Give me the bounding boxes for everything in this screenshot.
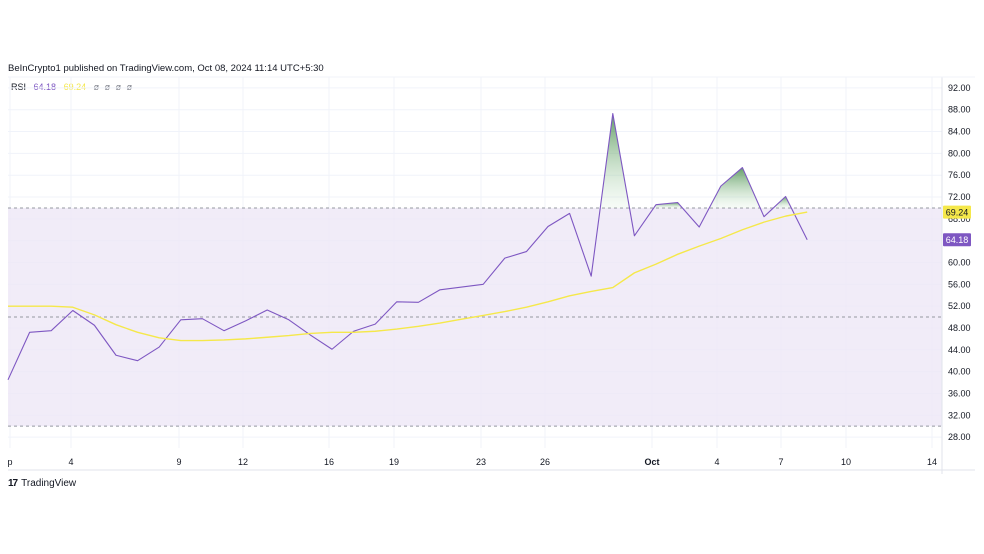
x-tick-label: 10 — [841, 457, 851, 467]
brand-name: TradingView — [21, 478, 77, 489]
y-tick-label: 84.00 — [948, 127, 971, 137]
placeholder-value: ø — [93, 82, 100, 92]
y-tick-label: 88.00 — [948, 105, 971, 115]
y-tick-label: 80.00 — [948, 148, 971, 158]
y-tick-label: 28.00 — [948, 432, 971, 442]
y-tick-label: 48.00 — [948, 323, 971, 333]
placeholder-value: ø — [126, 82, 133, 92]
indicator-label[interactable]: RSI — [11, 82, 27, 92]
x-axis-ticks: p 4 9 12 16 19 23 26 Oct 4 7 10 14 — [7, 457, 937, 467]
x-tick-label: p — [7, 457, 12, 467]
y-tick-label: 40.00 — [948, 367, 971, 377]
x-tick-label: 7 — [778, 457, 783, 467]
placeholder-value: ø — [115, 82, 122, 92]
axes — [8, 76, 975, 474]
overbought-area — [709, 167, 761, 208]
footer-brand[interactable]: 17 TradingView — [8, 478, 76, 489]
y-tick-label: 44.00 — [948, 345, 971, 355]
price-label-box — [943, 233, 971, 247]
x-tick-label: 4 — [714, 457, 719, 467]
rsi-ma-line — [8, 211, 808, 342]
x-tick-label: 26 — [540, 457, 550, 467]
rsi-line — [7, 113, 808, 381]
y-tick-label: 32.00 — [948, 410, 971, 420]
y-tick-label: 76.00 — [948, 170, 971, 180]
indicator-legend: RSI 64.18 69.24 ø ø ø ø — [11, 82, 135, 92]
x-tick-label: 16 — [324, 457, 334, 467]
overbought-area — [600, 113, 630, 208]
x-tick-label: 19 — [389, 457, 399, 467]
overbought-fill — [600, 113, 792, 208]
price-label-text: 64.18 — [946, 235, 969, 245]
x-tick-label: 14 — [927, 457, 937, 467]
y-tick-label: 72.00 — [948, 192, 971, 202]
x-tick-label: 9 — [176, 457, 181, 467]
y-tick-label: 92.00 — [948, 83, 971, 93]
y-tick-label: 52.00 — [948, 301, 971, 311]
x-tick-label: 23 — [476, 457, 486, 467]
overbought-area — [653, 202, 683, 208]
publish-info: BeInCrypto1 published on TradingView.com… — [8, 63, 324, 74]
series-lines — [7, 113, 808, 381]
y-axis-ticks: 92.0088.0084.0080.0076.0072.0068.0064.00… — [948, 83, 971, 442]
placeholder-value: ø — [104, 82, 111, 92]
price-label-text: 69.24 — [946, 207, 969, 217]
tradingview-logo-icon: 17 — [8, 478, 18, 489]
y-tick-label: 36.00 — [948, 388, 971, 398]
y-tick-label: 60.00 — [948, 258, 971, 268]
price-labels: 69.24 64.18 — [943, 205, 971, 247]
x-tick-label: 12 — [238, 457, 248, 467]
x-tick-label: Oct — [644, 457, 659, 467]
y-tick-label: 68.00 — [948, 214, 971, 224]
y-tick-label: 56.00 — [948, 279, 971, 289]
ma-value: 69.24 — [63, 82, 87, 92]
rsi-value: 64.18 — [33, 82, 57, 92]
x-tick-label: 4 — [68, 457, 73, 467]
price-label-box — [943, 205, 971, 219]
